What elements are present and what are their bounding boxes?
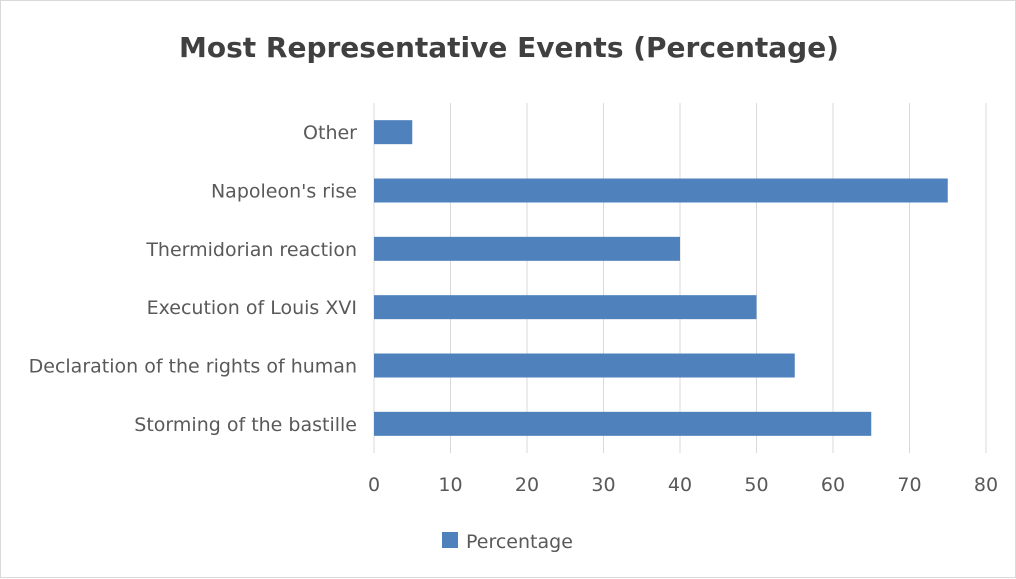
bar (374, 120, 413, 145)
x-tick-labels: 0 10 20 30 40 50 60 70 80 (368, 474, 998, 496)
bars (374, 120, 948, 436)
category-label: Napoleon's rise (211, 181, 357, 203)
bar (374, 178, 948, 203)
legend-label: Percentage (466, 531, 573, 553)
bar (374, 295, 757, 320)
x-tick-label: 40 (668, 474, 692, 496)
category-label: Declaration of the rights of human (29, 356, 357, 378)
x-tick-label: 80 (974, 474, 998, 496)
category-label: Execution of Louis XVI (147, 297, 357, 319)
bar (374, 353, 795, 378)
gridlines (373, 103, 987, 453)
x-tick-label: 60 (821, 474, 845, 496)
category-label: Storming of the bastille (134, 414, 357, 436)
x-tick-label: 20 (515, 474, 539, 496)
bar (374, 411, 872, 436)
x-tick-label: 70 (897, 474, 921, 496)
x-tick-label: 50 (744, 474, 768, 496)
x-tick-label: 0 (368, 474, 380, 496)
legend-swatch (442, 532, 458, 548)
chart-title: Most Representative Events (Percentage) (179, 31, 839, 64)
x-tick-label: 30 (591, 474, 615, 496)
legend: Percentage (442, 531, 573, 553)
category-labels: Storming of the bastille Declaration of t… (29, 122, 358, 436)
category-label: Other (303, 122, 357, 144)
category-label: Thermidorian reaction (145, 239, 357, 261)
x-tick-label: 10 (438, 474, 462, 496)
bar (374, 236, 680, 261)
